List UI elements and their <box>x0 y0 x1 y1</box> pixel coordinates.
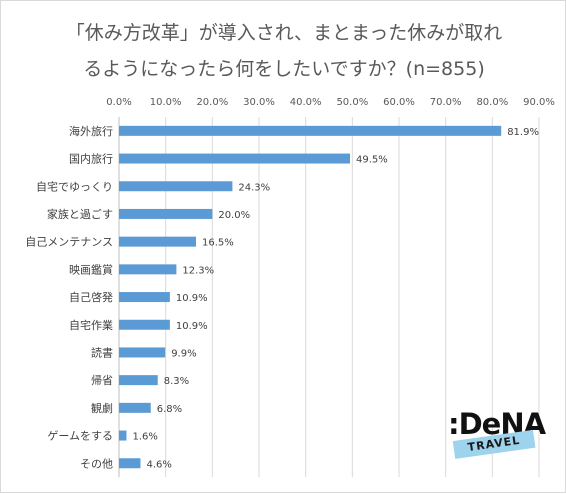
category-label: 自己啓発 <box>69 290 113 304</box>
x-tick-label: 10.0% <box>150 97 182 108</box>
value-label: 9.9% <box>171 348 196 359</box>
bar <box>119 375 158 386</box>
category-label: 自己メンテナンス <box>25 236 113 249</box>
value-label: 12.3% <box>182 265 214 276</box>
bar <box>119 402 151 413</box>
bar <box>119 264 177 275</box>
chart-title: 「休み方改革」が導入され、まとまった休みが取れ るようになったら何をしたいですか… <box>1 15 566 87</box>
chart-title-line-1: 「休み方改革」が導入され、まとまった休みが取れ <box>65 22 503 44</box>
bar <box>119 125 502 136</box>
bar <box>119 292 170 303</box>
bar <box>119 236 196 247</box>
bar <box>119 347 166 358</box>
x-tick-label: 30.0% <box>243 97 275 108</box>
category-label: 自宅でゆっくり <box>36 179 113 193</box>
category-label: 海外旅行 <box>69 124 113 138</box>
category-label: ゲームをする <box>47 430 113 443</box>
x-tick-label: 40.0% <box>290 97 322 108</box>
chart-title-line-2: るようになったら何をしたいですか？(n=855) <box>83 58 485 80</box>
category-label: 自宅作業 <box>69 318 113 332</box>
value-label: 6.8% <box>157 404 182 415</box>
category-label: 観劇 <box>91 401 113 415</box>
value-label: 81.9% <box>507 127 539 138</box>
dena-travel-logo: :DeNA TRAVEL <box>448 407 546 463</box>
bar <box>119 430 127 441</box>
value-label: 24.3% <box>238 182 270 193</box>
bar <box>119 181 233 192</box>
x-tick-label: 80.0% <box>476 97 508 108</box>
category-label: 帰省 <box>91 374 113 387</box>
category-label: 国内旅行 <box>69 152 113 166</box>
x-tick-label: 60.0% <box>383 97 415 108</box>
category-label: 読書 <box>91 345 113 359</box>
value-label: 10.9% <box>176 293 208 304</box>
value-label: 20.0% <box>218 210 250 221</box>
value-label: 1.6% <box>132 432 157 443</box>
x-tick-label: 90.0% <box>523 97 555 108</box>
value-label: 8.3% <box>164 376 189 387</box>
category-label: その他 <box>80 457 113 470</box>
bar <box>119 319 170 330</box>
bar <box>119 153 350 164</box>
x-tick-label: 70.0% <box>430 97 462 108</box>
bar <box>119 458 141 469</box>
value-label: 10.9% <box>176 321 208 332</box>
category-label: 映画鑑賞 <box>69 262 113 276</box>
x-tick-label: 50.0% <box>336 97 368 108</box>
x-tick-label: 20.0% <box>196 97 228 108</box>
value-label: 4.6% <box>146 459 171 470</box>
value-label: 49.5% <box>356 155 388 166</box>
bar <box>119 208 213 219</box>
category-label: 家族と過ごす <box>47 207 113 221</box>
value-label: 16.5% <box>202 238 234 249</box>
x-tick-label: 0.0% <box>106 97 131 108</box>
